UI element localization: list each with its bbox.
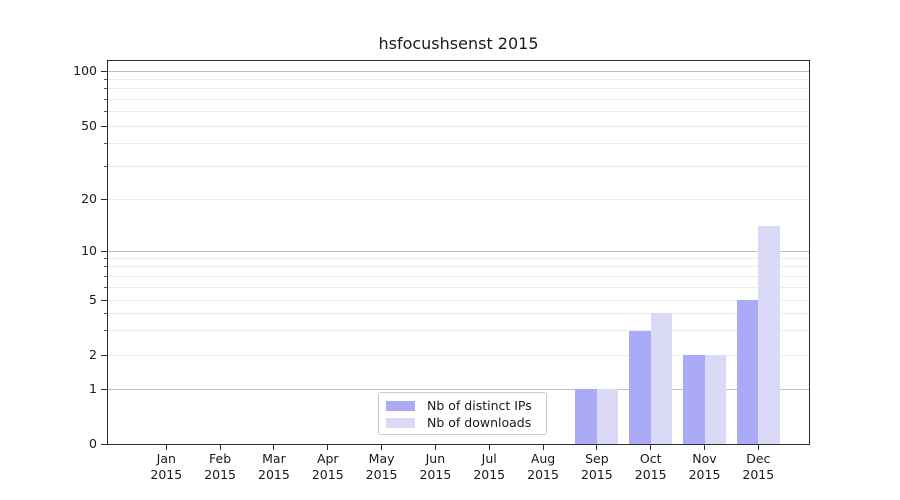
x-tick-mark (704, 445, 705, 450)
bar-downloads (650, 313, 673, 444)
legend-label: Nb of distinct IPs (427, 398, 532, 413)
x-tick-mark (596, 445, 597, 450)
x-tick-label: Apr 2015 (311, 451, 344, 482)
grid-line-minor (108, 355, 809, 356)
bar-distinct-ips (629, 330, 651, 444)
y-minor-tick-mark (104, 276, 107, 277)
y-tick-label: 50 (81, 118, 97, 133)
y-tick-label: 10 (81, 243, 97, 258)
x-tick-label: Feb 2015 (204, 451, 237, 482)
x-tick-label: May 2015 (365, 451, 398, 482)
x-tick-label: Mar 2015 (258, 451, 290, 482)
y-tick-mark (101, 126, 107, 127)
y-tick-mark (101, 71, 107, 72)
x-tick-mark (273, 445, 274, 450)
y-minor-tick-mark (104, 258, 107, 259)
grid-line-minor (108, 258, 809, 259)
grid-line-minor (108, 111, 809, 112)
legend-swatch (386, 417, 415, 428)
y-minor-tick-mark (104, 79, 107, 80)
x-tick-label: Sep 2015 (580, 451, 613, 482)
x-tick-mark (650, 445, 651, 450)
bar-distinct-ips (683, 355, 705, 444)
y-minor-tick-mark (104, 166, 107, 167)
chart-title: hsfocushsenst 2015 (378, 34, 539, 53)
x-tick-label: Aug 2015 (527, 451, 559, 482)
grid-line-minor (108, 88, 809, 89)
grid-line-minor (108, 330, 809, 331)
y-tick-mark (101, 199, 107, 200)
y-minor-tick-mark (104, 330, 107, 331)
y-tick-label: 100 (73, 63, 97, 78)
grid-line-major (108, 71, 809, 72)
legend-entry: Nb of downloads (385, 414, 540, 431)
x-tick-mark (489, 445, 490, 450)
x-tick-label: Dec 2015 (742, 451, 775, 482)
x-tick-mark (166, 445, 167, 450)
plot-area (107, 60, 810, 445)
x-tick-mark (327, 445, 328, 450)
grid-line-minor (108, 266, 809, 267)
x-tick-label: Nov 2015 (688, 451, 721, 482)
y-minor-tick-mark (104, 287, 107, 288)
grid-line-minor (108, 300, 809, 301)
y-tick-mark (101, 444, 107, 445)
grid-line-minor (108, 143, 809, 144)
y-tick-label: 0 (89, 436, 97, 451)
x-tick-mark (381, 445, 382, 450)
bar-downloads (704, 355, 726, 444)
grid-line-minor (108, 126, 809, 127)
y-tick-label: 5 (89, 292, 97, 307)
x-tick-mark (435, 445, 436, 450)
y-tick-label: 2 (89, 347, 97, 362)
bar-downloads (596, 389, 619, 444)
x-tick-mark (220, 445, 221, 450)
grid-line-minor (108, 199, 809, 200)
grid-line-minor (108, 79, 809, 80)
legend-entry: Nb of distinct IPs (385, 397, 540, 414)
y-tick-label: 1 (89, 381, 97, 396)
y-minor-tick-mark (104, 88, 107, 89)
bar-distinct-ips (736, 300, 759, 444)
grid-line-minor (108, 287, 809, 288)
x-tick-label: Jan 2015 (150, 451, 183, 482)
legend-label: Nb of downloads (427, 415, 532, 430)
x-tick-label: Oct 2015 (634, 451, 667, 482)
y-minor-tick-mark (104, 266, 107, 267)
y-minor-tick-mark (104, 99, 107, 100)
grid-line-minor (108, 166, 809, 167)
y-tick-mark (101, 300, 107, 301)
legend-swatch (386, 400, 415, 411)
grid-line-minor (108, 276, 809, 277)
y-tick-mark (101, 389, 107, 390)
x-tick-mark (543, 445, 544, 450)
y-minor-tick-mark (104, 143, 107, 144)
legend-box: Nb of distinct IPs Nb of downloads (378, 392, 547, 435)
x-tick-label: Jun 2015 (419, 451, 452, 482)
bar-distinct-ips (575, 389, 597, 444)
y-minor-tick-mark (104, 313, 107, 314)
grid-line-minor (108, 313, 809, 314)
y-minor-tick-mark (104, 111, 107, 112)
y-tick-label: 20 (81, 191, 97, 206)
grid-line-major (108, 389, 809, 390)
grid-line-major (108, 251, 809, 252)
y-tick-mark (101, 355, 107, 356)
y-tick-mark (101, 251, 107, 252)
grid-line-minor (108, 99, 809, 100)
x-tick-mark (758, 445, 759, 450)
bar-downloads (758, 225, 780, 444)
x-tick-label: Jul 2015 (473, 451, 506, 482)
